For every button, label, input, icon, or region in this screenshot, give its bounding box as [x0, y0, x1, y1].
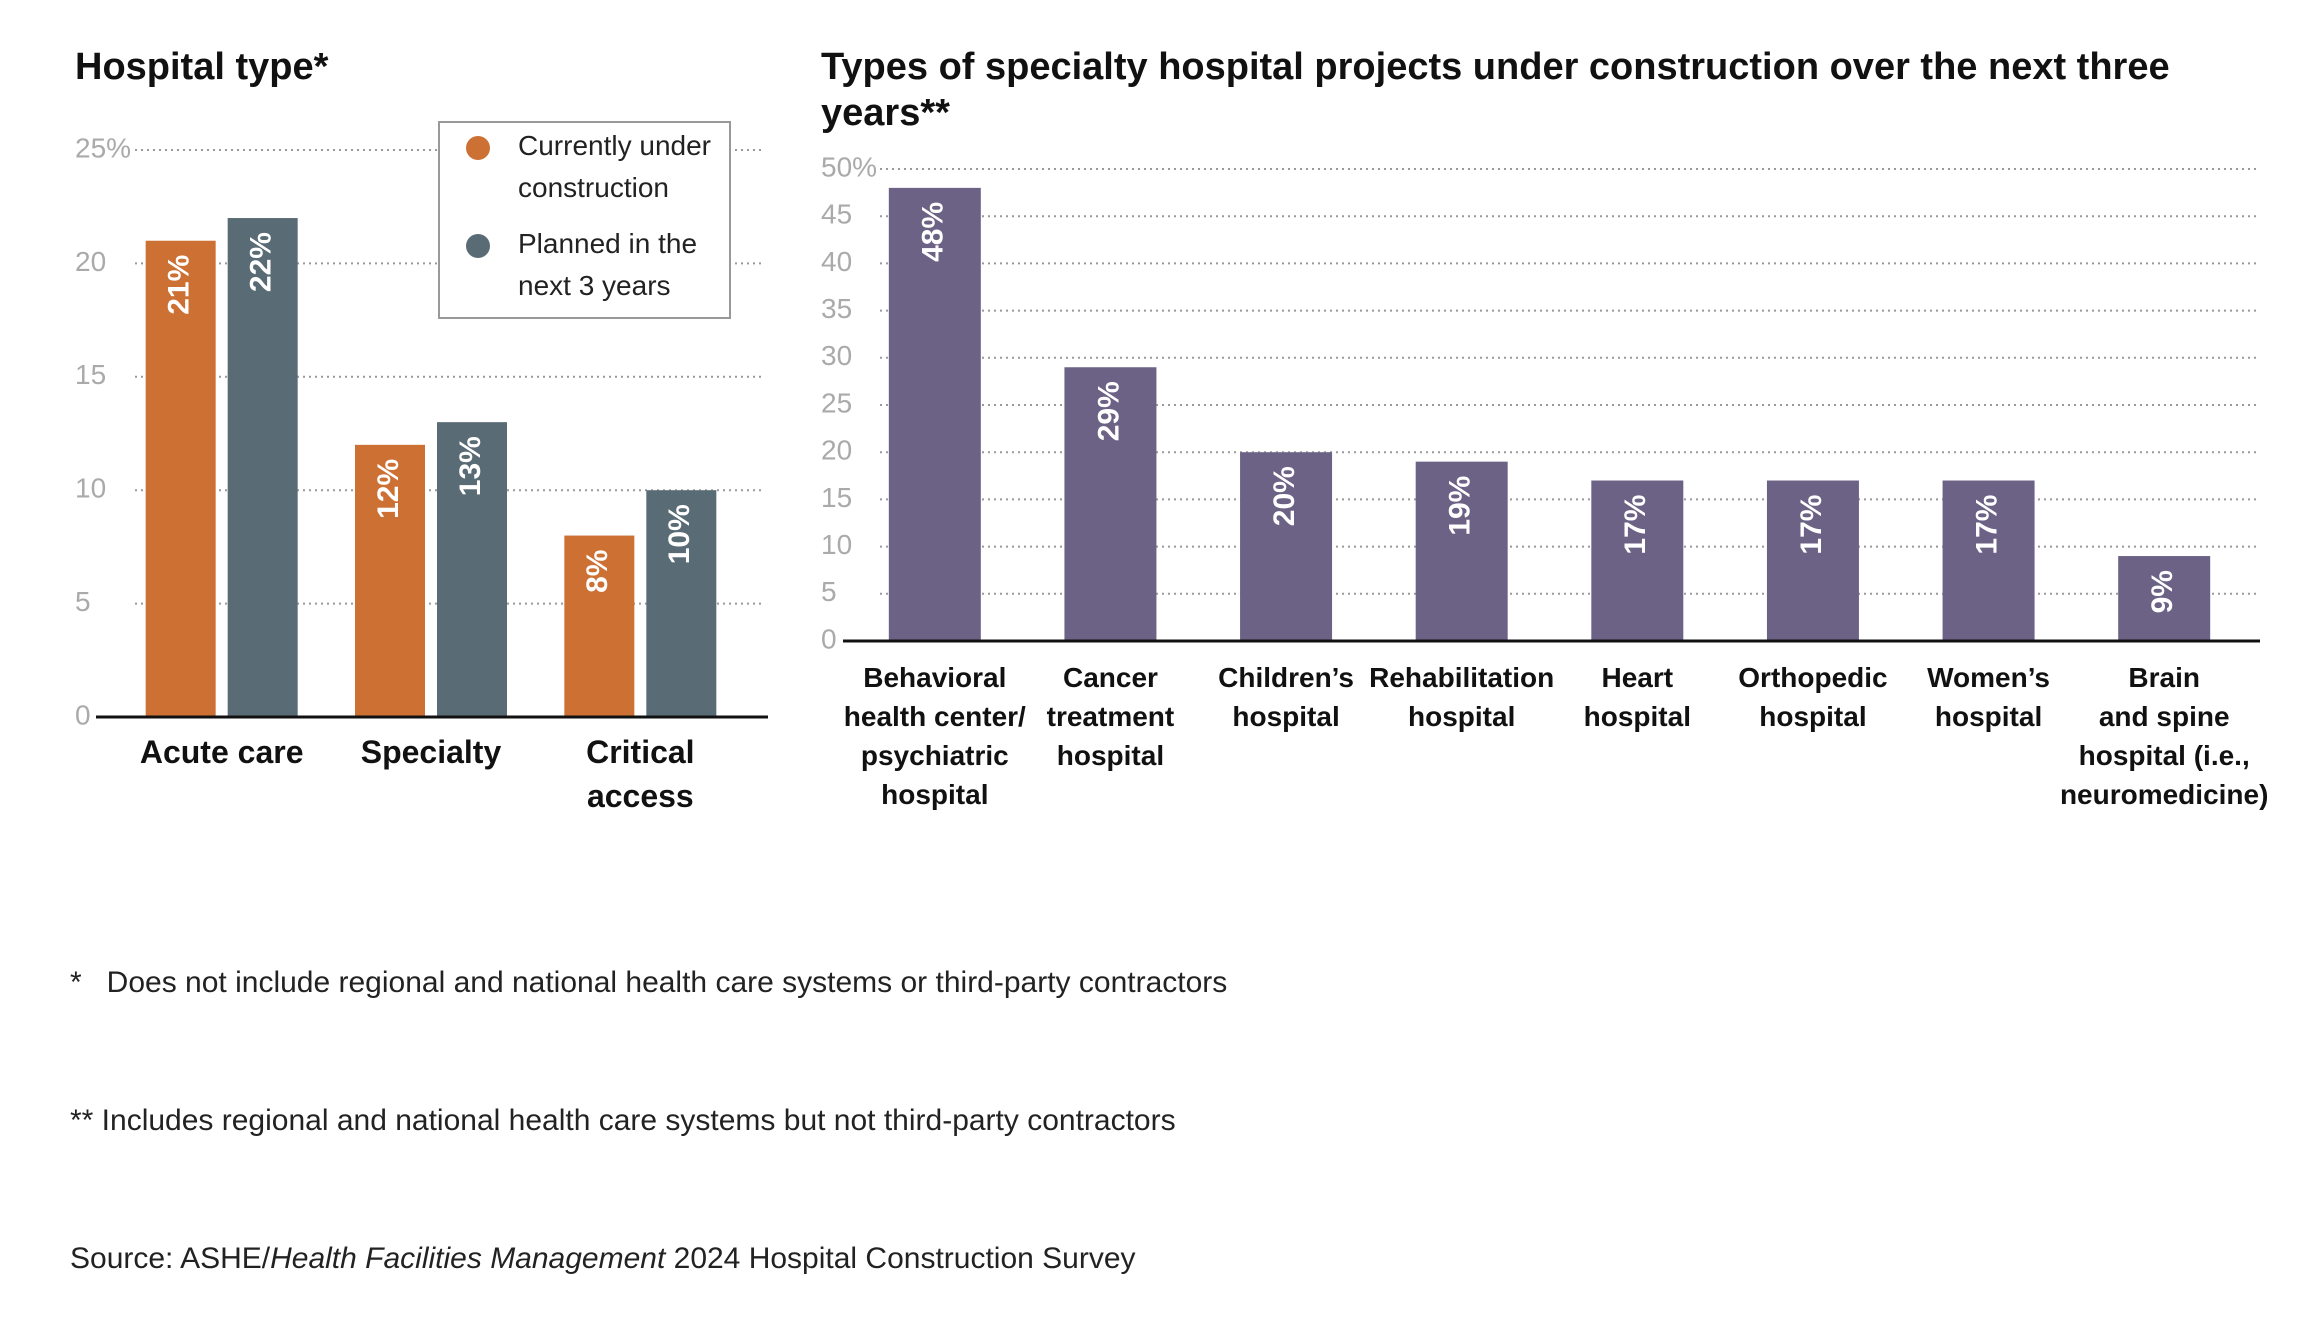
value-label: 19%: [1444, 476, 1477, 536]
chart-title: Types of specialty hospital projects und…: [821, 46, 2170, 134]
y-tick-label: 30: [821, 340, 852, 371]
y-tick-label: 10: [75, 473, 106, 504]
y-tick-label: 5: [821, 576, 837, 607]
source-publication: Health Facilities Management: [270, 1242, 666, 1275]
bar: [1591, 480, 1684, 641]
source: Source: ASHE/Health Facilities Managemen…: [70, 1236, 1227, 1282]
bar: [1766, 480, 1859, 641]
y-tick-label: 40: [821, 246, 852, 277]
value-label: 17%: [1795, 495, 1828, 555]
footnotes: * Does not include regional and national…: [70, 868, 1227, 1328]
x-tick-label: Critical access: [586, 734, 694, 814]
x-tick-label: Cancer treatment hospital: [1047, 662, 1175, 771]
bar: [145, 240, 216, 717]
x-tick-label: Children’s hospital: [1218, 662, 1354, 732]
legend-marker: [466, 234, 490, 258]
y-tick-label: 25: [821, 387, 852, 418]
value-label: 29%: [1092, 381, 1125, 441]
bar: [646, 490, 717, 717]
value-label: 20%: [1268, 466, 1301, 526]
x-tick-label: Brain and spine hospital (i.e., neuromedici…: [2060, 662, 2268, 810]
y-tick-label: 5: [75, 586, 91, 617]
x-tick-label: Behavioral health center/psychiatric hospi…: [844, 662, 1026, 810]
footnote: * Does not include regional and national…: [70, 966, 1228, 999]
y-tick-label: 50%: [821, 151, 877, 182]
source-text: 2024 Hospital Construction Survey: [665, 1242, 1136, 1275]
x-tick-label: Women’s hospital: [1927, 662, 2050, 732]
footnote: ** Includes regional and national health…: [70, 1104, 1176, 1137]
value-label: 17%: [1619, 495, 1652, 555]
value-label: 8%: [581, 550, 614, 593]
value-label: 48%: [917, 202, 950, 262]
bar: [1240, 452, 1333, 641]
value-label: 10%: [663, 504, 696, 564]
x-tick-label: Heart hospital: [1584, 662, 1691, 732]
bar: [1064, 367, 1157, 641]
chart-title: Hospital type*: [75, 46, 329, 88]
legend-marker: [466, 136, 490, 160]
bar: [1942, 480, 2035, 641]
value-label: 22%: [245, 232, 278, 292]
bar: [355, 444, 425, 717]
legend-label: Currently under construction: [518, 130, 711, 203]
value-label: 17%: [1970, 495, 2003, 555]
y-tick-label: 45: [821, 199, 852, 230]
bar: [1415, 461, 1508, 641]
value-label: 13%: [454, 436, 487, 496]
bar: [437, 422, 507, 717]
x-tick-label: Orthopedic hospital: [1738, 662, 1887, 732]
y-tick-label: 0: [75, 699, 91, 730]
y-tick-label: 35: [821, 293, 852, 324]
charts: 0 5 10 15 20 25% Acute care 21% 22% Specialty 12% 1…: [75, 121, 2268, 814]
value-label: 21%: [163, 255, 196, 315]
x-tick-label: Acute care: [140, 734, 304, 770]
y-tick-label: 20: [821, 435, 852, 466]
y-tick-label: 20: [75, 246, 106, 277]
value-label: 12%: [372, 459, 405, 519]
bar: [888, 187, 981, 641]
bar: [2118, 556, 2211, 641]
y-tick-label: 10: [821, 529, 852, 560]
bar: [227, 218, 298, 718]
bar: [564, 535, 635, 717]
y-tick-label: 15: [75, 359, 106, 390]
x-tick-label: Rehabilitation hospital: [1369, 662, 1554, 732]
y-tick-label: 0: [821, 623, 837, 654]
page: Hospital type* Types of specialty hospit…: [70, 46, 2269, 1275]
value-label: 9%: [2146, 570, 2179, 613]
y-tick-label: 25%: [75, 132, 131, 163]
y-tick-label: 15: [821, 482, 852, 513]
x-tick-label: Specialty: [361, 734, 502, 770]
legend-label: Planned in the next 3 years: [518, 228, 697, 301]
source-text: Source: ASHE/: [70, 1242, 271, 1275]
